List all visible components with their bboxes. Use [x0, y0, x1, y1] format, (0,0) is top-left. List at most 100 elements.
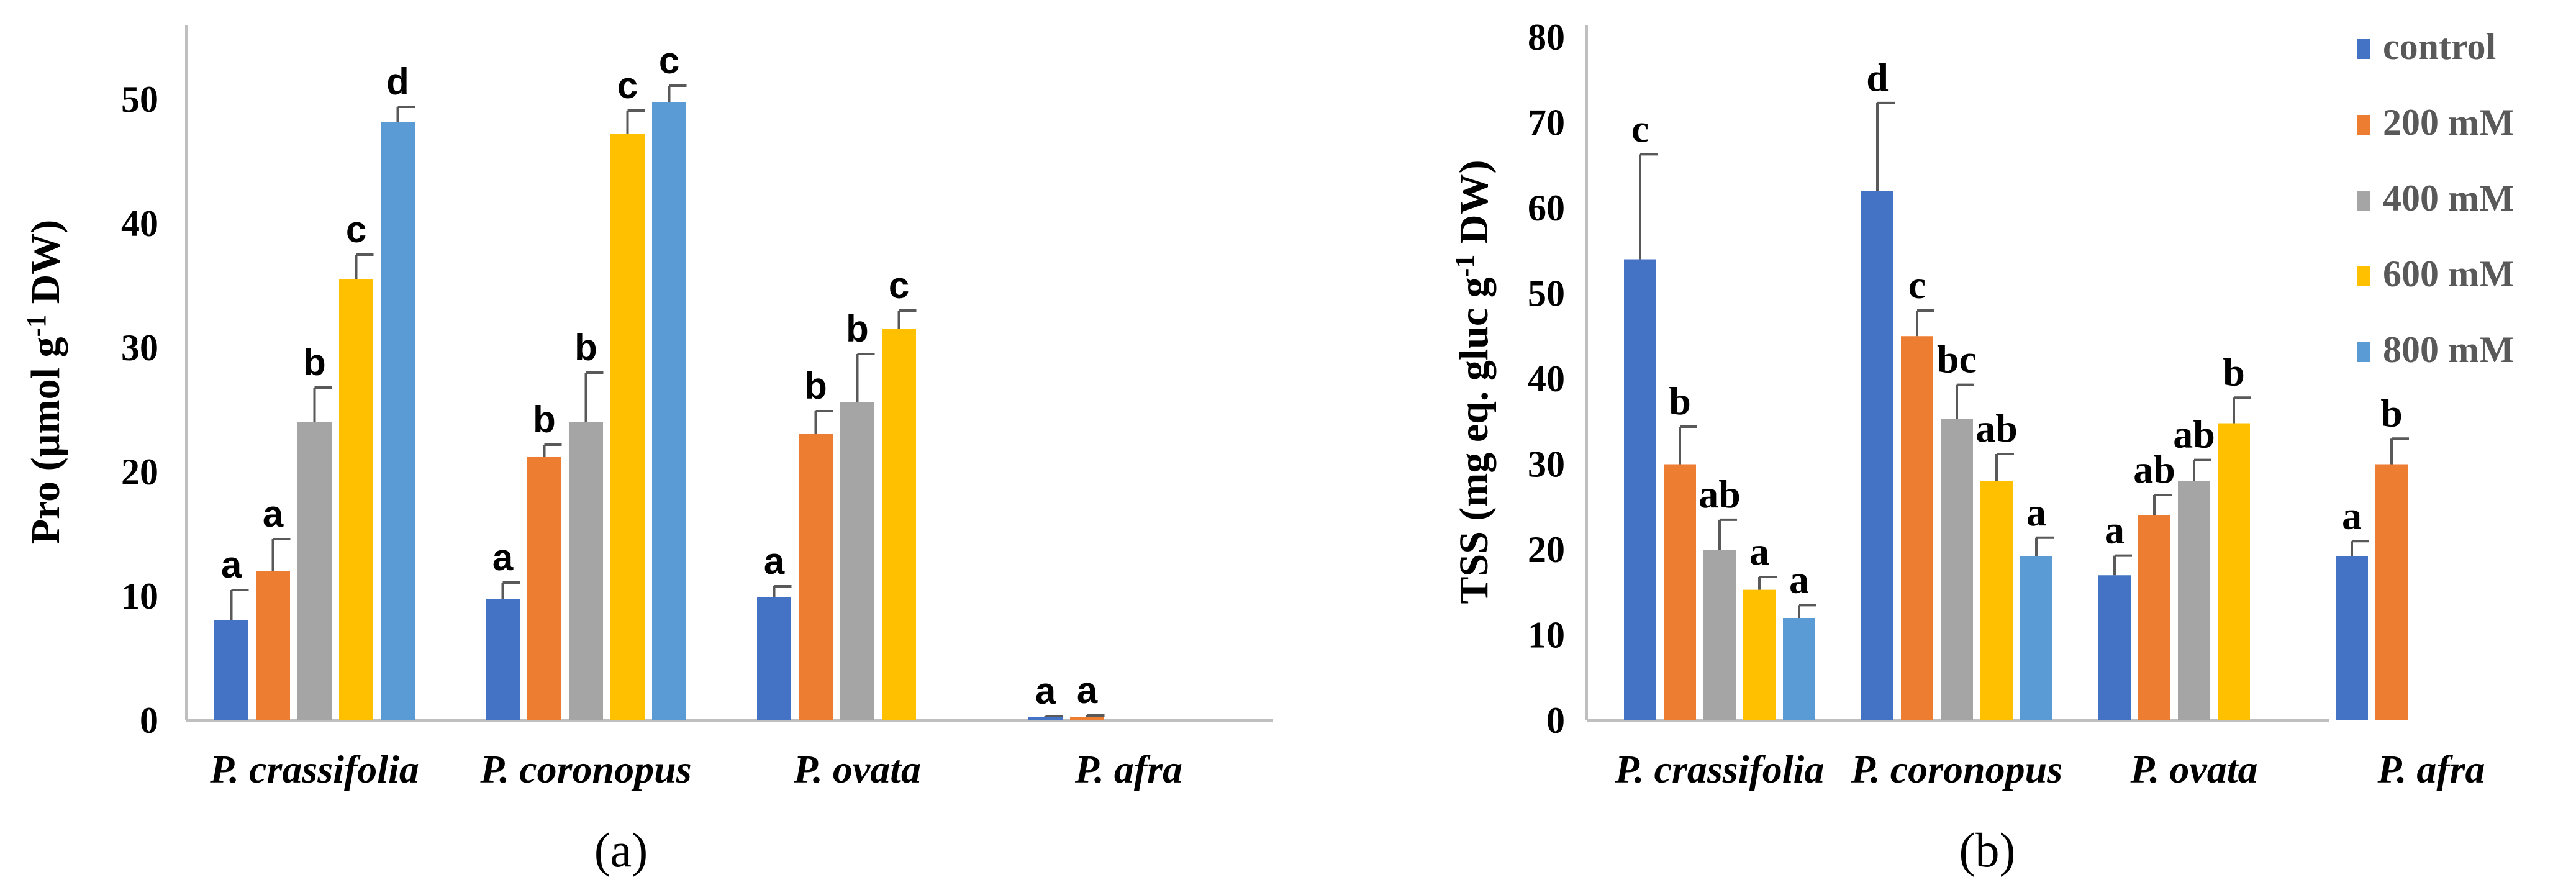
legend-label: control	[2383, 26, 2496, 67]
panel-caption: (b)	[1959, 823, 2016, 877]
bar-control	[2098, 575, 2131, 720]
panel-caption: (a)	[594, 823, 648, 877]
bar-control	[486, 599, 520, 720]
significance-letter: a	[1789, 557, 1809, 601]
significance-letter: b	[303, 342, 326, 383]
significance-letter: a	[1077, 670, 1098, 711]
significance-letter: c	[346, 209, 366, 250]
y-axis-label-part: TSS (mg eq. gluc g	[1451, 277, 1497, 604]
significance-letter: a	[764, 540, 785, 582]
significance-letter: b	[846, 308, 869, 350]
significance-letter: b	[574, 327, 597, 368]
bar-800-mm	[2020, 556, 2052, 720]
y-axis-label: TSS (mg eq. gluc g-1 DW)	[1449, 160, 1497, 604]
bar-control	[1624, 259, 1656, 720]
bar-control	[1861, 191, 1893, 720]
legend: control 200 mM 400 mM 600 mM 800 mM	[2357, 26, 2515, 370]
bar-control	[214, 620, 248, 720]
y-tick-label: 30	[1528, 444, 1565, 485]
bar-200-mm	[256, 571, 290, 720]
x-category-label: P. ovata	[793, 747, 921, 791]
x-category-label: P. coronopus	[479, 747, 691, 791]
significance-letter: a	[2105, 508, 2125, 552]
bar-200-mm	[2138, 515, 2170, 720]
bar-200-mm	[1901, 336, 1933, 720]
legend-swatch	[2357, 266, 2370, 286]
y-axis-label-part: Pro (µmol g	[23, 337, 68, 545]
y-axis-label-part: DW)	[1451, 160, 1497, 254]
y-tick-label: 60	[1528, 188, 1565, 229]
bar-600-mm	[1743, 589, 1776, 720]
legend-swatch	[2357, 191, 2370, 211]
significance-letter: bc	[1937, 337, 1977, 381]
significance-letter: c	[659, 40, 679, 81]
y-tick-label: 70	[1528, 102, 1565, 143]
legend-label: 400 mM	[2383, 178, 2515, 219]
y-tick-label: 40	[121, 203, 158, 244]
bar-400-mm	[1703, 550, 1736, 720]
legend-label: 200 mM	[2383, 102, 2515, 143]
y-tick-label: 50	[121, 79, 158, 120]
significance-letter: a	[492, 537, 514, 578]
significance-letter: a	[1035, 670, 1056, 712]
y-tick-label: 40	[1528, 358, 1565, 399]
y-tick-label: 30	[121, 327, 158, 368]
bar-600-mm	[882, 329, 916, 720]
bar-control	[2336, 556, 2368, 720]
bar-200-mm	[799, 434, 833, 720]
y-tick-label: 50	[1528, 273, 1565, 314]
y-tick-label: 0	[1546, 700, 1565, 741]
bar-600-mm	[1980, 481, 2013, 720]
legend-swatch	[2357, 342, 2370, 362]
significance-letter: c	[1631, 106, 1649, 150]
y-axis-label-part: DW)	[23, 220, 68, 314]
y-tick-label: 0	[140, 700, 158, 741]
significance-letter: c	[889, 265, 909, 306]
legend-label: 800 mM	[2383, 329, 2515, 370]
bar-200-mm	[527, 457, 561, 720]
bar-400-mm	[1941, 419, 1973, 720]
bar-600-mm	[2218, 423, 2250, 720]
bar-200-mm	[1664, 464, 1696, 720]
bar-200-mm	[1070, 717, 1104, 720]
y-tick-label: 10	[121, 576, 158, 617]
significance-letter: d	[1866, 55, 1889, 99]
x-category-label: P. ovata	[2129, 747, 2257, 791]
y-tick-label: 80	[1528, 17, 1565, 58]
x-category-label: P. coronopus	[1851, 747, 2062, 791]
significance-letter: a	[2342, 493, 2362, 537]
significance-letter: ab	[2173, 412, 2215, 456]
bar-400-mm	[840, 402, 874, 720]
significance-letter: d	[386, 61, 409, 102]
significance-letter: ab	[1975, 406, 2018, 450]
bar-400-mm	[297, 422, 332, 720]
bar-control	[757, 597, 791, 720]
bar-control	[1028, 717, 1063, 720]
significance-letter: b	[2380, 391, 2403, 435]
legend-swatch	[2357, 115, 2370, 135]
y-axis-label-superscript: -1	[21, 314, 52, 337]
significance-letter: ab	[2133, 447, 2175, 491]
bar-800-mm	[381, 122, 415, 720]
legend-swatch	[2357, 39, 2370, 59]
significance-letter: a	[221, 544, 242, 586]
chart-b-tss: 0 10 20 30 40 50 60 70 80 TSS (mg eq. gluc g-1 DW…	[1449, 17, 2485, 877]
significance-letter: ab	[1698, 472, 1741, 516]
y-tick-label: 20	[121, 452, 158, 493]
bar-400-mm	[2178, 481, 2210, 720]
legend-label: 600 mM	[2383, 253, 2515, 294]
significance-letter: b	[2223, 350, 2245, 394]
x-category-label: P. crassifolia	[1615, 747, 1825, 791]
significance-letter: b	[804, 365, 827, 407]
y-axis-label-superscript: -1	[1449, 255, 1480, 278]
x-category-label: P. afra	[1074, 747, 1182, 791]
significance-letter: a	[2026, 490, 2046, 534]
significance-letter: b	[1669, 379, 1691, 423]
x-category-label: P. afra	[2377, 747, 2485, 791]
significance-letter: a	[263, 493, 284, 535]
bar-800-mm	[1783, 618, 1815, 720]
y-axis-label: Pro (µmol g-1 DW)	[21, 220, 68, 545]
significance-letter: b	[533, 399, 556, 440]
x-category-label: P. crassifolia	[209, 747, 419, 791]
